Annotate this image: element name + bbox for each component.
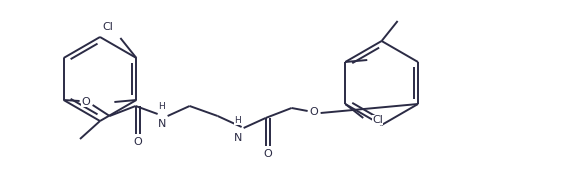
Text: O: O	[263, 149, 272, 159]
Text: O: O	[81, 97, 90, 107]
Text: O: O	[134, 137, 142, 147]
Text: N: N	[234, 133, 242, 143]
Text: Cl: Cl	[102, 22, 113, 32]
Text: H: H	[234, 116, 241, 125]
Text: O: O	[309, 107, 318, 117]
Text: Cl: Cl	[372, 115, 383, 125]
Text: N: N	[157, 119, 166, 129]
Text: H: H	[158, 102, 165, 111]
